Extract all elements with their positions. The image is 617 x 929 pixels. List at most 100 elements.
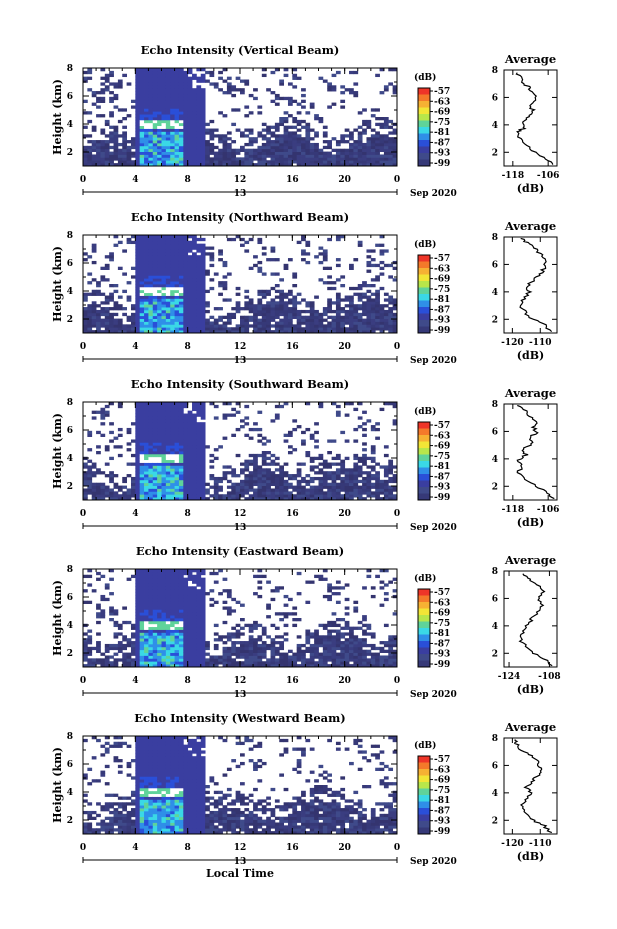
heatmap-cell	[126, 327, 132, 331]
heatmap-cell	[196, 456, 202, 461]
heatmap-cell	[226, 237, 232, 242]
heatmap-cell	[144, 154, 149, 158]
heatmap-cell	[165, 163, 171, 167]
heatmap-cell	[296, 119, 302, 124]
heatmap-cell	[261, 272, 267, 276]
heatmap-cell	[157, 91, 162, 95]
heatmap-cell	[87, 154, 93, 158]
heatmap-cell	[235, 474, 241, 478]
heatmap-cell	[174, 79, 180, 83]
heatmap-cell	[152, 445, 158, 449]
heatmap-cell	[174, 626, 180, 630]
heatmap-cell	[196, 482, 202, 486]
heatmap-cell	[91, 410, 97, 414]
heatmap-cell	[135, 275, 141, 279]
heatmap-cell	[187, 459, 193, 463]
heatmap-cell	[196, 292, 202, 296]
heatmap-cell	[170, 237, 175, 242]
heatmap-cell	[135, 79, 141, 83]
heatmap-cell	[174, 96, 180, 101]
heatmap-cell	[192, 286, 197, 291]
heatmap-cell	[187, 99, 193, 103]
heatmap-cell	[200, 292, 206, 296]
heatmap-cell	[296, 102, 302, 106]
heatmap-cell	[130, 482, 136, 486]
heatmap-cell	[248, 315, 254, 319]
heatmap-cell	[257, 163, 263, 167]
heatmap-cell	[270, 163, 276, 167]
heatmap-cell	[139, 580, 145, 584]
heatmap-cell	[91, 462, 97, 466]
heatmap-cell	[183, 402, 189, 406]
heatmap-cell	[257, 131, 263, 135]
heatmap-cell	[266, 160, 271, 164]
heatmap-cell	[213, 163, 219, 167]
heatmap-cell	[174, 586, 180, 590]
heatmap-cell	[383, 482, 389, 486]
heatmap-cell	[266, 330, 271, 334]
heatmap-cell	[178, 102, 184, 106]
heatmap-cell	[375, 295, 380, 299]
heatmap-cell	[383, 468, 389, 472]
heatmap-cell	[226, 137, 232, 141]
heatmap-cell	[161, 491, 167, 495]
heatmap-cell	[296, 309, 302, 314]
heatmap-cell	[135, 482, 141, 486]
heatmap-cell	[170, 117, 175, 121]
heatmap-cell	[157, 105, 162, 109]
heatmap-cell	[375, 497, 380, 501]
heatmap-cell	[200, 615, 206, 619]
heatmap-cell	[144, 419, 149, 423]
heatmap-cell	[135, 327, 141, 331]
heatmap-cell	[135, 269, 141, 273]
heatmap-cell	[152, 312, 158, 317]
heatmap-cell	[196, 91, 202, 95]
heatmap-cell	[187, 255, 193, 259]
heatmap-cell	[174, 102, 180, 106]
heatmap-cell	[231, 488, 237, 492]
heatmap-cell	[178, 422, 184, 426]
heatmap-cell	[222, 284, 228, 288]
heatmap-cell	[327, 275, 332, 279]
heatmap-cell	[366, 160, 372, 164]
heatmap-cell	[331, 163, 337, 167]
heatmap-cell	[266, 456, 271, 461]
heatmap-cell	[139, 491, 145, 495]
heatmap-cell	[139, 453, 145, 458]
heatmap-cell	[170, 402, 175, 406]
heatmap-cell	[335, 163, 341, 167]
heatmap-cell	[322, 145, 328, 150]
heatmap-cell	[170, 111, 175, 115]
heatmap-cell	[331, 315, 337, 319]
heatmap-cell	[91, 260, 97, 265]
heatmap-cell	[104, 321, 110, 325]
heatmap-cell	[170, 301, 175, 305]
heatmap-cell	[187, 649, 193, 653]
heatmap-cell	[170, 102, 175, 106]
heatmap-cell	[174, 131, 180, 135]
heatmap-cell	[152, 592, 158, 596]
heatmap-cell	[152, 589, 158, 593]
heatmap-cell	[379, 122, 385, 127]
heatmap-cell	[148, 482, 154, 486]
heatmap-cell	[174, 594, 180, 599]
heatmap-cell	[192, 664, 197, 668]
heatmap-cell	[174, 448, 180, 452]
heatmap-cell	[379, 488, 385, 492]
heatmap-cell	[157, 623, 162, 628]
heatmap-cell	[139, 641, 145, 645]
heatmap-cell	[170, 249, 175, 253]
heatmap-cell	[165, 451, 171, 455]
heatmap-cell	[183, 445, 189, 449]
heatmap-cell	[279, 79, 285, 83]
heatmap-cell	[231, 407, 237, 412]
heatmap-cell	[327, 304, 332, 308]
heatmap-cell	[148, 497, 154, 501]
heatmap-cell	[192, 235, 197, 239]
heatmap-cell	[235, 88, 241, 92]
heatmap-cell	[192, 117, 197, 121]
heatmap-cell	[314, 163, 319, 167]
heatmap-cell	[209, 658, 215, 662]
heatmap-cell	[335, 476, 341, 481]
heatmap-cell	[161, 580, 167, 584]
